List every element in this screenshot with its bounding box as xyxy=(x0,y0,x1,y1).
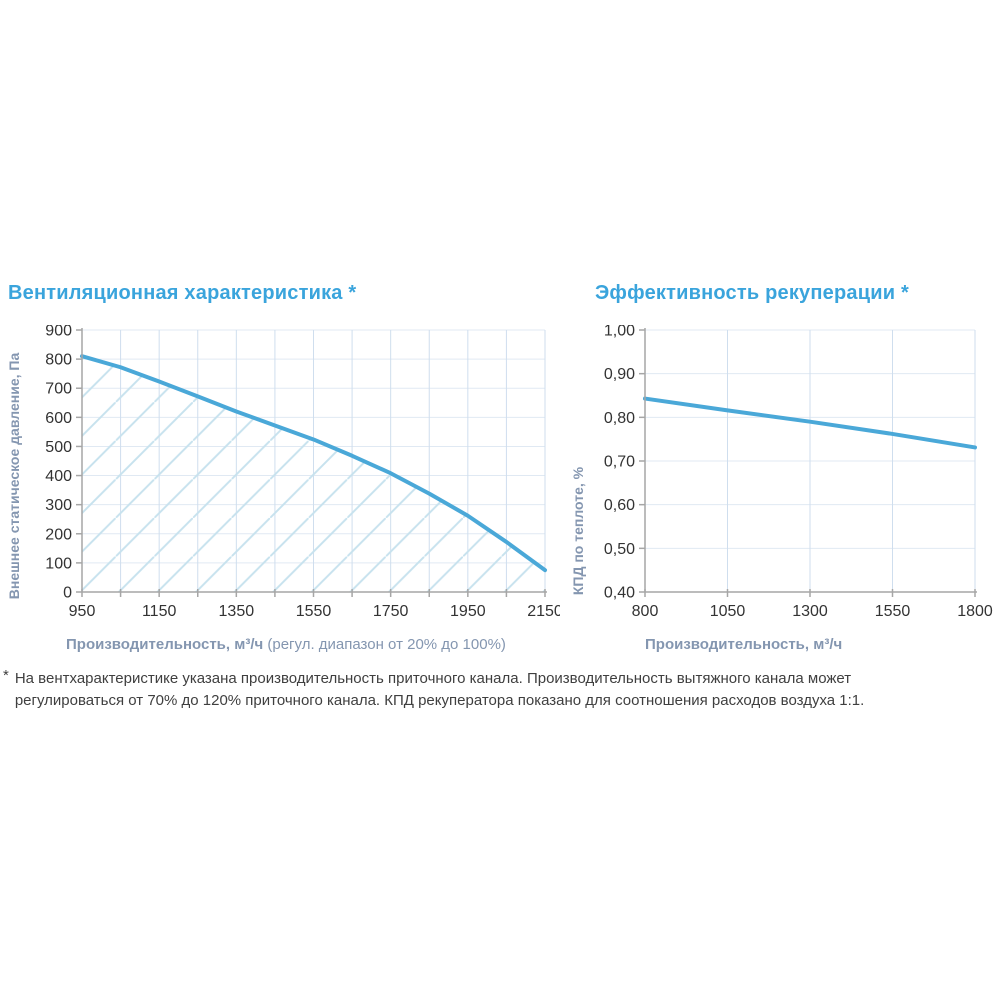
y-tick-label: 0,90 xyxy=(604,366,635,383)
ventilation-chart-plot: 0 100 200 300 400 500 600 700 800 900 950 1150 1350 1… xyxy=(45,325,560,620)
x-tick-label: 950 xyxy=(69,603,96,620)
x-axis-label-flow-right: Производительность, м³/ч xyxy=(645,636,842,653)
y-tick-label: 0,60 xyxy=(604,497,635,514)
data-series-line xyxy=(80,354,547,573)
x-tick-label: 1550 xyxy=(296,603,332,620)
x-tick-label: 800 xyxy=(632,603,659,620)
x-tick-label: 1800 xyxy=(957,603,993,620)
recuperation-chart-plot: 0,40 0,50 0,60 0,70 0,80 0,90 1,00 800 1050 1300 1… xyxy=(604,325,993,620)
x-tick-label: 1350 xyxy=(219,603,255,620)
y-tick-label: 0,80 xyxy=(604,410,635,427)
x-axis-label-flow-left: Производительность, м³/ч (регул. диапазо… xyxy=(66,636,506,653)
y-tick-label: 100 xyxy=(45,555,72,572)
y-axis-label-efficiency: КПД по теплоте, % xyxy=(570,466,586,596)
y-tick-label: 800 xyxy=(45,352,72,369)
x-tick-label: 1050 xyxy=(710,603,746,620)
y-tick-label: 900 xyxy=(45,325,72,340)
x-axis-label-flow-left-main: Производительность, м³/ч xyxy=(66,636,264,653)
footnote-line-2: регулироваться от 70% до 120% приточного… xyxy=(14,692,865,709)
y-tick-label: 500 xyxy=(45,439,72,456)
footnote-asterisk: * xyxy=(3,667,9,684)
y-tick-label: 0,50 xyxy=(604,541,635,558)
y-tick-label: 0,40 xyxy=(604,585,635,602)
x-tick-label: 1550 xyxy=(875,603,911,620)
x-axis-label-flow-left-note: (регул. диапазон от 20% до 100%) xyxy=(263,636,506,653)
y-tick-label: 0,70 xyxy=(604,454,635,471)
x-axis-label-flow-right-main: Производительность, м³/ч xyxy=(645,636,843,653)
footnote-line-1: На вентхарактеристике указана производит… xyxy=(14,670,852,687)
y-tick-label: 200 xyxy=(45,526,72,543)
y-tick-label: 0 xyxy=(63,585,72,602)
data-series-line xyxy=(643,396,977,450)
footnote-text: На вентхарактеристике указана производит… xyxy=(15,668,988,712)
x-tick-label: 2150 xyxy=(527,603,560,620)
y-tick-label: 300 xyxy=(45,497,72,514)
y-tick-label: 600 xyxy=(45,410,72,427)
y-tick-label: 1,00 xyxy=(604,325,635,340)
x-tick-label: 1150 xyxy=(142,603,177,620)
y-axis-label-pressure: Внешнее статическое давление, Па xyxy=(6,352,22,600)
y-tick-label: 400 xyxy=(45,468,72,485)
y-tick-label: 700 xyxy=(45,381,72,398)
x-tick-label: 1950 xyxy=(450,603,486,620)
chart-title-ventilation: Вентиляционная характеристика * xyxy=(8,282,357,304)
x-tick-label: 1300 xyxy=(792,603,828,620)
chart-title-recuperation: Эффективность рекуперации * xyxy=(595,282,909,304)
hatched-area-under-curve xyxy=(82,356,545,592)
x-tick-label: 1750 xyxy=(373,603,409,620)
footnote: * На вентхарактеристике указана производ… xyxy=(3,667,988,712)
